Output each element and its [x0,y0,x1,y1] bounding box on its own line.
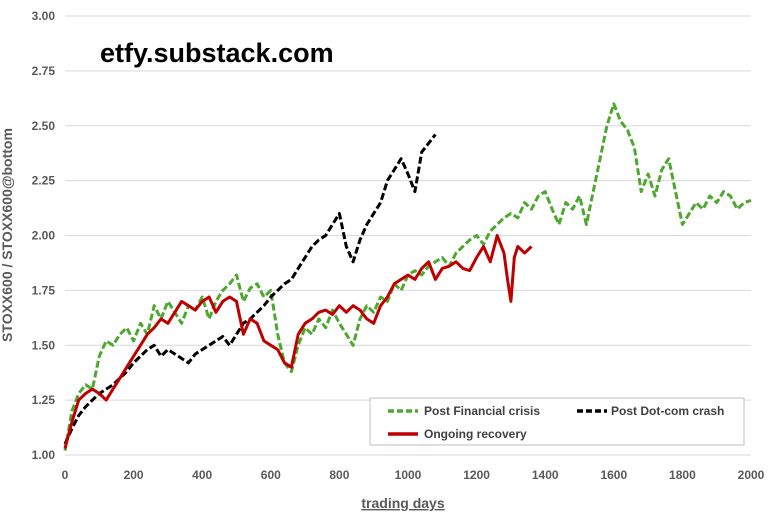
y-tick-label: 3.00 [32,9,56,23]
x-tick-label: 1200 [463,468,490,482]
series-layer [63,102,752,451]
legend-label-post-dot-com-crash: Post Dot-com crash [611,404,724,418]
chart-watermark: etfy.substack.com [100,38,334,68]
x-tick-label: 1600 [600,468,627,482]
x-tick-label: 1000 [395,468,422,482]
y-tick-label: 1.75 [32,283,56,297]
x-axis-title: trading days [361,495,444,511]
legend-box [369,397,745,446]
y-tick-label: 2.25 [32,174,56,188]
y-tick-label: 2.00 [32,229,56,243]
y-axis-title: STOXX600 / STOXX600@bottom [0,128,15,342]
y-tick-label: 1.25 [32,393,56,407]
legend-label-ongoing-recovery: Ongoing recovery [424,427,527,441]
x-tick-label: 1400 [532,468,559,482]
x-tick-label: 400 [192,468,212,482]
legend-label-post-financial-crisis: Post Financial crisis [424,404,540,418]
x-tick-label: 0 [62,468,69,482]
x-tick-label: 1800 [669,468,696,482]
y-tick-label: 1.50 [32,338,56,352]
x-tick-label: 600 [261,468,281,482]
x-tick-label: 2000 [738,468,765,482]
y-tick-label: 2.50 [32,119,56,133]
x-tick-labels: 0 200 400 600 800 1000 1200 1400 1600 1800 2000 [62,468,765,482]
x-tick-label: 200 [124,468,144,482]
y-tick-labels: 1.00 1.25 1.50 1.75 2.00 2.25 2.50 2.75 3.00 [32,9,56,462]
y-tick-label: 1.00 [32,448,56,462]
legend: Post Financial crisis Post Dot-com crash… [369,397,745,446]
x-tick-label: 800 [329,468,349,482]
y-tick-label: 2.75 [32,64,56,78]
series-line-ongoing-recovery [63,234,533,449]
